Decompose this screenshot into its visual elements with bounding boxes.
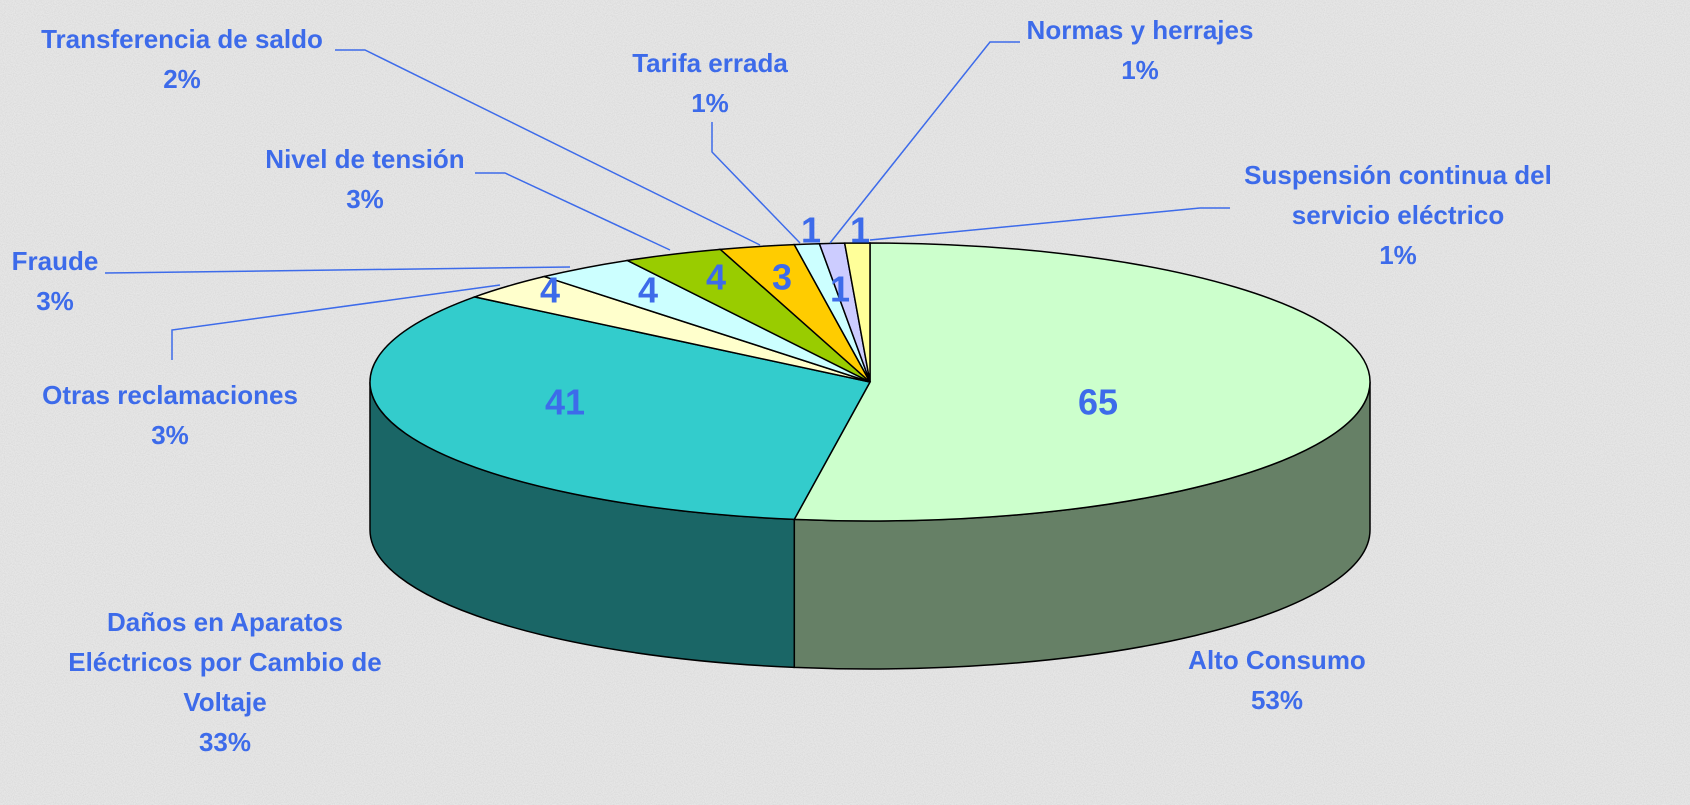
- slice-label: Fraude 3%: [0, 241, 130, 321]
- percent-label: 53%: [1250, 685, 1304, 715]
- pie-slice: [793, 242, 1371, 522]
- value-label: 1: [850, 210, 870, 251]
- slice-label: Transferencia de saldo 2%: [12, 19, 352, 99]
- slice-label: Normas y herrajes 1%: [990, 10, 1290, 90]
- value-label: 65: [1078, 382, 1118, 423]
- percent-label: 3%: [346, 184, 384, 214]
- percent-label: 1%: [691, 88, 729, 118]
- slice-label: Tarifa errada 1%: [600, 43, 820, 123]
- category-label: Transferencia de saldo: [41, 24, 323, 54]
- leader-lines: [104, 41, 1230, 360]
- category-label: Alto Consumo: [1188, 645, 1366, 675]
- leader-line: [335, 49, 761, 246]
- category-label: Suspensión continua del servicio eléctri…: [1244, 160, 1552, 230]
- leader-line: [475, 172, 671, 251]
- leader-line: [711, 122, 801, 244]
- percent-label: 1%: [1379, 240, 1417, 270]
- value-label: 1: [830, 269, 850, 310]
- percent-label: 1%: [1121, 55, 1159, 85]
- slice-label: Daños en Aparatos Eléctricos por Cambio …: [50, 602, 400, 762]
- percent-label: 3%: [151, 420, 189, 450]
- value-label: 4: [706, 257, 726, 298]
- category-label: Fraude: [11, 246, 99, 276]
- leader-line: [829, 41, 1020, 244]
- category-label: Nivel de tensión: [265, 144, 465, 174]
- pie-slice: [369, 296, 872, 521]
- percent-label: 33%: [198, 727, 252, 757]
- category-label: Daños en Aparatos Eléctricos por Cambio …: [68, 607, 382, 717]
- slice-label: Otras reclamaciones 3%: [10, 375, 330, 455]
- value-label: 41: [545, 382, 585, 423]
- category-label: Tarifa errada: [632, 48, 788, 78]
- leader-line: [171, 284, 501, 360]
- slice-label: Alto Consumo 53%: [1127, 640, 1427, 720]
- percent-label: 3%: [36, 286, 74, 316]
- category-label: Normas y herrajes: [1026, 15, 1254, 45]
- leader-line: [104, 266, 571, 274]
- value-label: 4: [638, 270, 658, 311]
- pie-slice: [843, 242, 871, 383]
- percent-label: 2%: [163, 64, 201, 94]
- slice-label: Nivel de tensión 3%: [235, 139, 495, 219]
- pie-tops: [369, 242, 1371, 522]
- value-label: 4: [540, 270, 560, 311]
- value-label: 3: [772, 257, 792, 298]
- slice-label: Suspensión continua del servicio eléctri…: [1228, 155, 1568, 275]
- value-label: 1: [801, 210, 821, 251]
- leader-line: [869, 207, 1230, 241]
- category-label: Otras reclamaciones: [42, 380, 298, 410]
